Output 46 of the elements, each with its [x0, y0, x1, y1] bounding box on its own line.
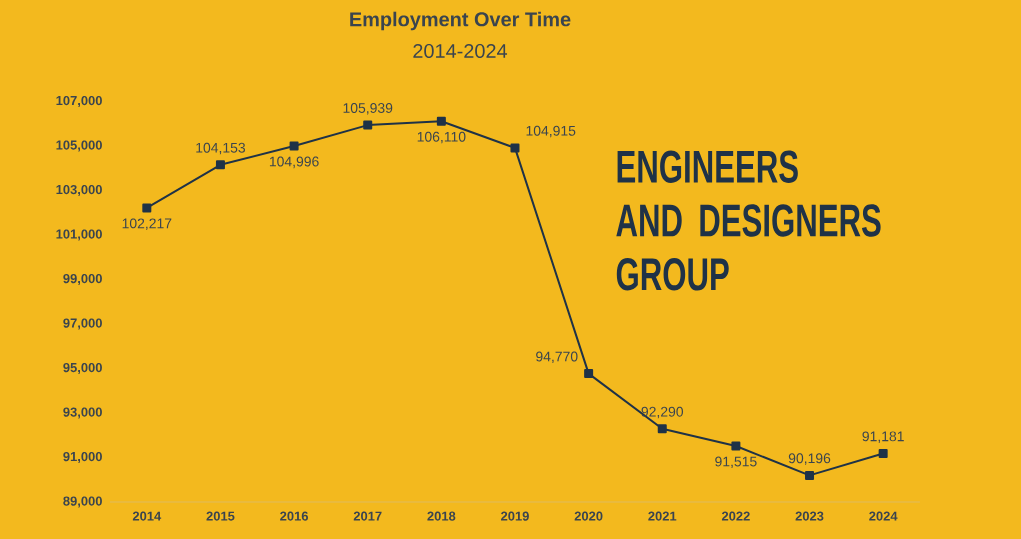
point — [215, 160, 225, 170]
data-label: 91,515 — [715, 456, 757, 469]
y-tick-label: 97,000 — [63, 318, 102, 330]
x-tick-label: 2015 — [206, 511, 235, 521]
x-tick-label: 2021 — [648, 511, 677, 521]
data-label: 105,939 — [343, 103, 393, 115]
x-tick-label: 2024 — [869, 511, 898, 521]
data-label: 92,290 — [641, 406, 684, 419]
point — [731, 441, 741, 451]
annotation: ENGINEERS AND DESIGNERS GROUP — [616, 150, 881, 291]
point — [805, 470, 815, 480]
chart-title: Employment Over Time — [350, 11, 571, 31]
y-tick-label: 101,000 — [56, 229, 102, 241]
x-tick-label: 2020 — [574, 511, 603, 521]
chart-subtitle: 2014-2024 — [413, 43, 508, 59]
data-label: 104,153 — [196, 142, 246, 155]
x-tick-label: 2016 — [280, 511, 309, 521]
y-tick-label: 91,000 — [63, 451, 102, 464]
x-tick-label: 2022 — [721, 511, 750, 521]
y-tick-label: 103,000 — [56, 184, 102, 197]
data-label: 90,196 — [788, 453, 831, 465]
data-label: 106,110 — [417, 131, 466, 144]
y-tick-label: 105,000 — [56, 140, 102, 152]
x-tick-label: 2017 — [353, 511, 382, 521]
point — [584, 369, 594, 379]
point — [436, 116, 446, 126]
point — [657, 424, 667, 434]
point — [363, 120, 373, 130]
data-label: 91,181 — [862, 431, 904, 443]
point — [142, 203, 152, 213]
x-tick-label: 2014 — [132, 511, 162, 521]
y-tick-label: 107,000 — [56, 95, 102, 108]
y-tick-label: 89,000 — [63, 496, 102, 508]
point — [878, 448, 888, 458]
data-label: 94,770 — [536, 351, 578, 364]
data-label: 104,996 — [269, 156, 319, 169]
y-tick-label: 93,000 — [63, 407, 102, 419]
data-label: 104,915 — [526, 125, 576, 138]
x-tick-label: 2023 — [795, 511, 824, 521]
y-tick-label: 95,000 — [63, 362, 102, 375]
point — [289, 141, 299, 151]
point — [510, 143, 520, 153]
x-tick-label: 2019 — [501, 511, 529, 521]
data-label: 102,217 — [122, 218, 172, 230]
y-tick-label: 99,000 — [63, 273, 102, 286]
x-tick-label: 2018 — [427, 511, 456, 521]
